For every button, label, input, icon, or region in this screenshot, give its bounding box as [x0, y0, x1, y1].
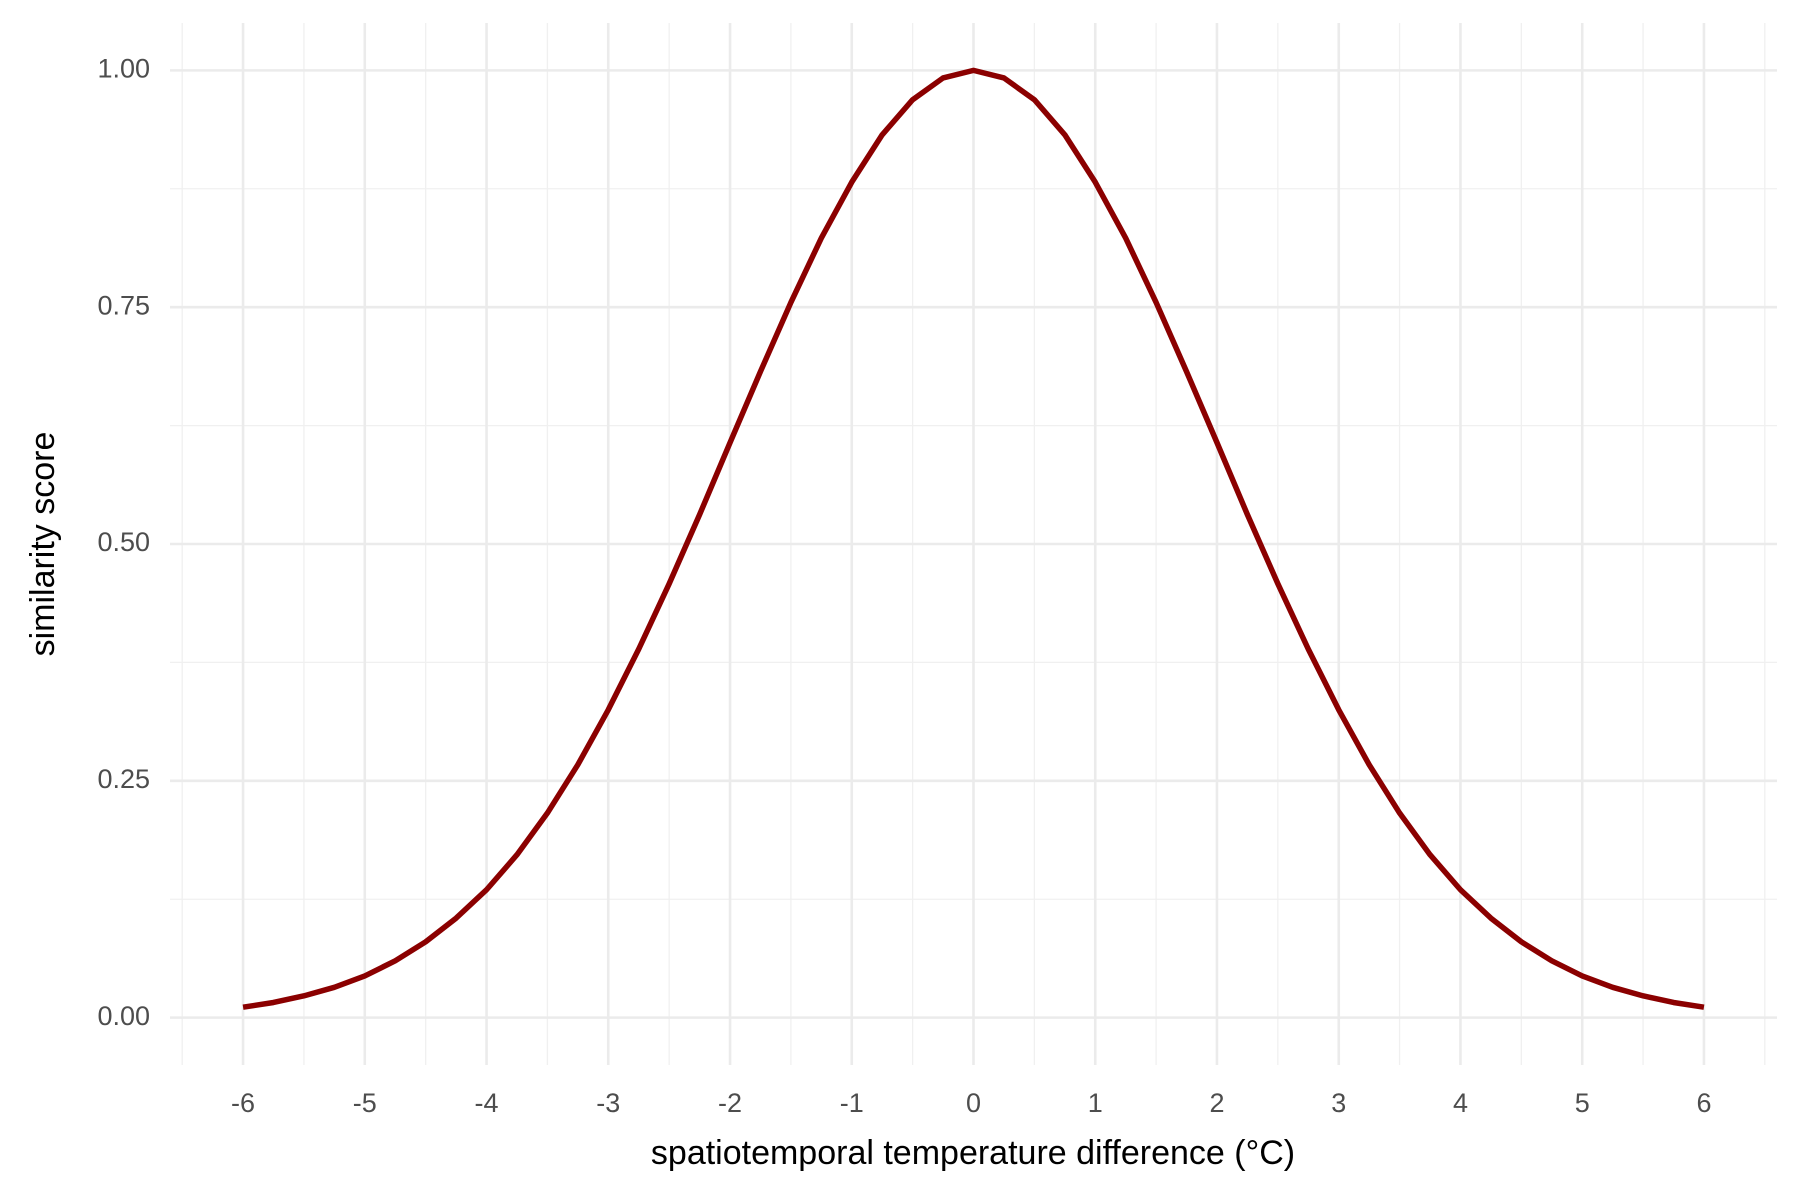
grid [170, 23, 1777, 1065]
x-axis-title: spatiotemporal temperature difference (°… [651, 1134, 1295, 1172]
y-tick-label: 1.00 [97, 53, 150, 83]
y-tick-label: 0.25 [97, 764, 150, 794]
x-tick-label: -4 [475, 1088, 499, 1118]
x-tick-label: -6 [231, 1088, 255, 1118]
y-tick-label: 0.50 [97, 527, 150, 557]
x-tick-label: 1 [1088, 1088, 1103, 1118]
x-tick-label: 5 [1575, 1088, 1590, 1118]
x-tick-label: -5 [353, 1088, 377, 1118]
x-tick-label: 0 [966, 1088, 981, 1118]
x-tick-label: 4 [1453, 1088, 1468, 1118]
x-tick-label: 2 [1209, 1088, 1224, 1118]
x-tick-label: 6 [1696, 1088, 1711, 1118]
x-tick-label: -1 [840, 1088, 864, 1118]
line [242, 67, 1705, 1010]
x-tick-label: -3 [596, 1088, 620, 1118]
x-tick-label: -2 [718, 1088, 742, 1118]
y-tick-label: 0.00 [97, 1001, 150, 1031]
y-tick-label: 0.75 [97, 290, 150, 320]
x-tick-label: 3 [1331, 1088, 1346, 1118]
y-axis-title: similarity score [24, 432, 62, 657]
